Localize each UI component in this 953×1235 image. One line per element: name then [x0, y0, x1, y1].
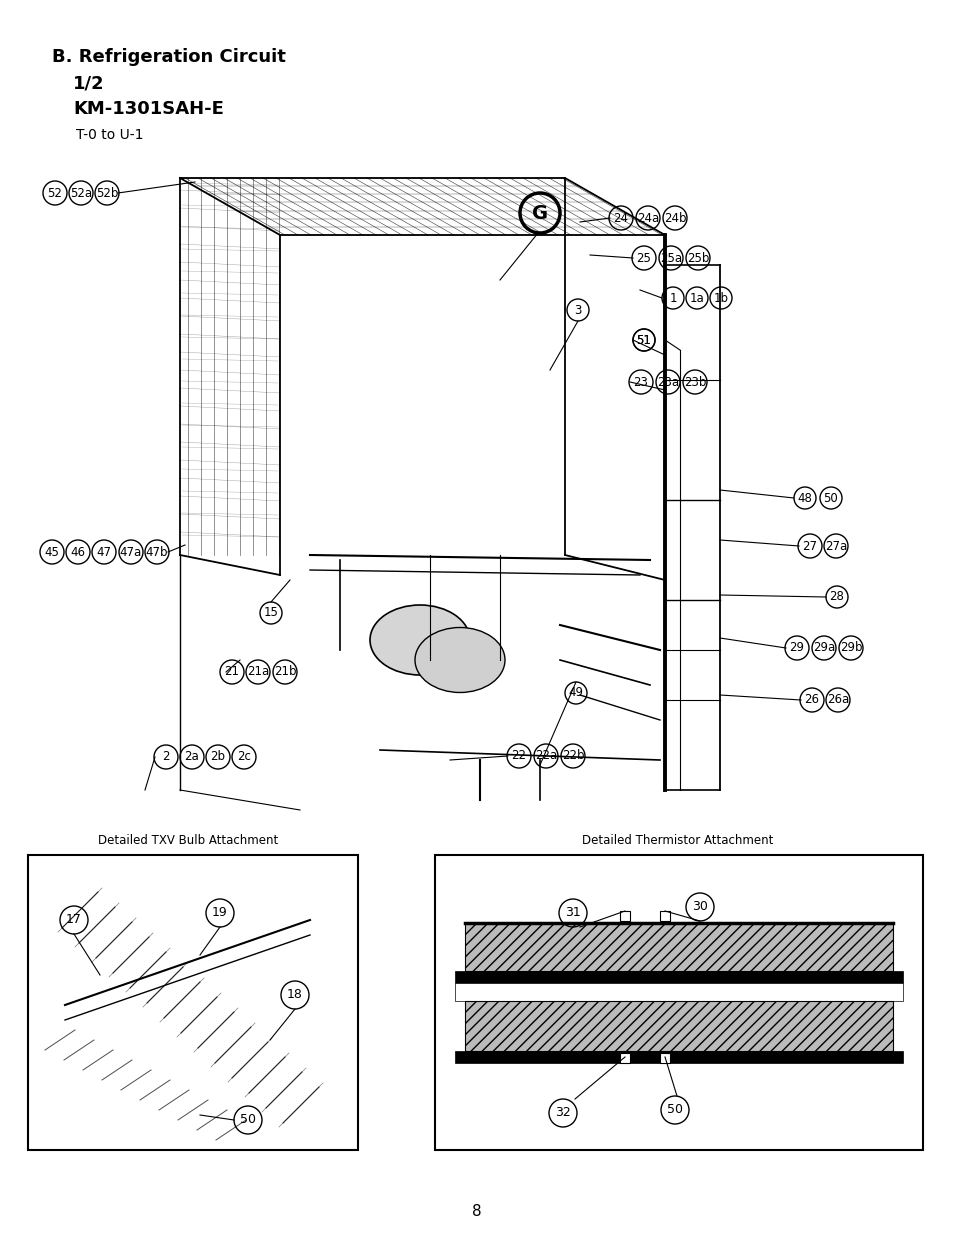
- Text: 19: 19: [212, 906, 228, 920]
- Text: 28: 28: [829, 590, 843, 604]
- Text: 21b: 21b: [274, 666, 296, 678]
- Text: 1a: 1a: [689, 291, 703, 305]
- Text: 45: 45: [45, 546, 59, 558]
- Text: 29: 29: [789, 641, 803, 655]
- Bar: [455, 1051, 902, 1063]
- Text: T-0 to U-1: T-0 to U-1: [76, 128, 143, 142]
- Text: 47b: 47b: [146, 546, 168, 558]
- Text: Detailed TXV Bulb Attachment: Detailed TXV Bulb Attachment: [98, 834, 278, 847]
- Text: 48: 48: [797, 492, 812, 505]
- Text: 25b: 25b: [686, 252, 708, 264]
- Text: 21a: 21a: [247, 666, 269, 678]
- Text: 51: 51: [636, 333, 651, 347]
- Text: 23a: 23a: [657, 375, 679, 389]
- Text: 18: 18: [287, 988, 303, 1002]
- Text: 1b: 1b: [713, 291, 728, 305]
- Bar: [455, 971, 902, 983]
- Text: 27a: 27a: [824, 540, 846, 552]
- Text: 25a: 25a: [659, 252, 681, 264]
- Text: 15: 15: [263, 606, 278, 620]
- Text: 23b: 23b: [683, 375, 705, 389]
- Text: 21: 21: [224, 666, 239, 678]
- Text: 27: 27: [801, 540, 817, 552]
- Text: 47: 47: [96, 546, 112, 558]
- Text: 50: 50: [822, 492, 838, 505]
- Bar: [619, 1053, 629, 1063]
- Bar: [464, 1002, 892, 1051]
- Text: 25: 25: [636, 252, 651, 264]
- Text: 17: 17: [66, 914, 82, 926]
- Bar: [619, 911, 629, 921]
- Text: 30: 30: [691, 900, 707, 914]
- Ellipse shape: [415, 627, 504, 693]
- Text: 24b: 24b: [663, 211, 685, 225]
- Text: 2c: 2c: [236, 751, 251, 763]
- Bar: [659, 1053, 669, 1063]
- Text: 52a: 52a: [70, 186, 92, 200]
- Text: 1/2: 1/2: [73, 74, 105, 91]
- Text: 46: 46: [71, 546, 86, 558]
- Text: 31: 31: [564, 906, 580, 920]
- Text: 24a: 24a: [637, 211, 659, 225]
- Text: 2b: 2b: [211, 751, 225, 763]
- Bar: [464, 923, 892, 971]
- Text: 29a: 29a: [812, 641, 834, 655]
- Text: KM-1301SAH-E: KM-1301SAH-E: [73, 100, 224, 119]
- Text: 52: 52: [48, 186, 62, 200]
- Text: 52b: 52b: [95, 186, 118, 200]
- Text: 3: 3: [574, 304, 581, 316]
- Text: B. Refrigeration Circuit: B. Refrigeration Circuit: [52, 48, 286, 65]
- Bar: [455, 983, 902, 1002]
- Text: 8: 8: [472, 1204, 481, 1219]
- Text: 22a: 22a: [535, 750, 557, 762]
- Bar: [659, 911, 669, 921]
- Ellipse shape: [370, 605, 470, 676]
- Text: 49: 49: [568, 687, 583, 699]
- Text: 23: 23: [633, 375, 648, 389]
- Bar: [28, 855, 357, 1150]
- Text: 1: 1: [669, 291, 676, 305]
- Text: 24: 24: [613, 211, 628, 225]
- Text: 2a: 2a: [185, 751, 199, 763]
- Bar: [435, 855, 923, 1150]
- Text: 50: 50: [666, 1104, 682, 1116]
- Text: 51: 51: [636, 333, 651, 347]
- Text: 22b: 22b: [561, 750, 583, 762]
- Text: 47a: 47a: [120, 546, 142, 558]
- Text: 26a: 26a: [826, 694, 848, 706]
- Text: 29b: 29b: [839, 641, 862, 655]
- Text: G: G: [532, 204, 547, 222]
- Text: 2: 2: [162, 751, 170, 763]
- Text: 32: 32: [555, 1107, 570, 1119]
- Text: 50: 50: [240, 1114, 255, 1126]
- Text: 22: 22: [511, 750, 526, 762]
- Text: 26: 26: [803, 694, 819, 706]
- Text: Detailed Thermistor Attachment: Detailed Thermistor Attachment: [581, 834, 773, 847]
